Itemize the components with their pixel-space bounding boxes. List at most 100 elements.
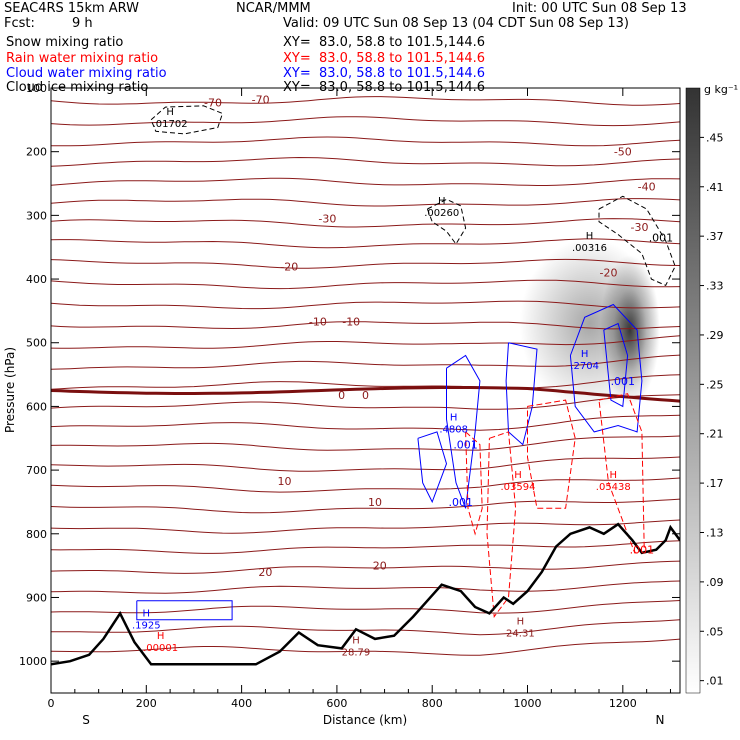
maximum-value: 24.31 (506, 628, 535, 639)
isotherm-line (51, 238, 680, 249)
maximum-marker: H (581, 349, 589, 360)
y-axis-title: Pressure (hPa) (3, 347, 17, 433)
contour-label: 10 (368, 496, 382, 509)
axes: 0 200 400 600 800 1000 12001002003004005006007… (19, 82, 680, 710)
isotherm-line (51, 116, 680, 127)
contour-label: -10 (342, 316, 360, 329)
contour-label: -20 (600, 267, 618, 280)
contour-label: .001 (649, 232, 674, 245)
rain-water-contour (527, 399, 576, 509)
plot-frame (50, 87, 681, 694)
isotherm-line (51, 560, 680, 574)
org-label: NCAR/MMM (236, 1, 311, 16)
colorbar-label: .01 (706, 675, 724, 688)
isotherm-line (51, 96, 680, 106)
maximum-value: .4808 (439, 425, 468, 436)
maximum-marker: H (166, 107, 174, 118)
colorbar-label: .45 (706, 131, 724, 144)
colorbar-label: .25 (706, 378, 724, 391)
isotherm-line (51, 498, 680, 514)
y-tick-label: 500 (26, 337, 47, 350)
forecast-label: Fcst: (4, 16, 35, 31)
maximum-marker: H (514, 470, 522, 481)
x-tick-label: 200 (136, 697, 157, 710)
contour-label: -70 (252, 93, 270, 106)
forecast-hour: 9 h (72, 16, 93, 31)
x-tick-label: 1000 (514, 697, 542, 710)
isotherm-line (51, 156, 680, 167)
isotherm-line (51, 435, 680, 451)
maximum-marker: H (157, 631, 165, 642)
isotherm-line (51, 354, 680, 370)
maximum-marker: H (352, 635, 360, 646)
y-tick-label: 100 (26, 82, 47, 95)
contour-label: 10 (277, 475, 291, 488)
colorbar-ramp (685, 87, 701, 694)
maximum-marker: H (450, 413, 458, 424)
contour-label: .001 (449, 496, 474, 509)
isotherm-line (51, 456, 680, 472)
field-xy-snow: XY= 83.0, 58.8 to 101.5,144.6 (283, 35, 486, 50)
contour-label: 20 (373, 560, 387, 573)
cloud-ice-contour (598, 195, 676, 287)
colorbar-label: .13 (706, 526, 724, 539)
maximum-marker: H (610, 470, 618, 481)
isotherm-line (51, 477, 680, 493)
y-tick-label: 800 (26, 528, 47, 541)
cloud-water-contour (446, 354, 481, 509)
colorbar-label: .29 (706, 329, 724, 342)
field-name-rain: Rain water mixing ratio (6, 51, 159, 66)
colorbar-label: .33 (706, 280, 724, 293)
maximum-value: .00260 (424, 208, 459, 219)
colorbar-unit: g kg⁻¹ (704, 83, 738, 96)
isotherm-line (51, 218, 680, 228)
x-end-label-south: S (82, 713, 90, 727)
y-tick-label: 1000 (19, 655, 47, 668)
isotherm-line (51, 136, 680, 147)
colorbar: g kg⁻¹ .01 .05 .09 .13 .17 .21 .25 .29 .33 .37 .41… (685, 83, 738, 694)
colorbar-label: .41 (706, 181, 724, 194)
y-tick-label: 300 (26, 209, 47, 222)
maximum-marker: H (517, 616, 525, 627)
contour-label: 20 (258, 566, 272, 579)
cloud-water-contour (136, 600, 233, 621)
isotherm-line (51, 414, 680, 431)
maximum-value: .2704 (570, 361, 599, 372)
colorbar-label: .37 (706, 230, 724, 243)
contour-label: -40 (638, 181, 656, 194)
isotherm-line (51, 519, 680, 534)
field-name-cloud-water: Cloud water mixing ratio (6, 66, 167, 81)
isotherm-line (51, 619, 680, 636)
cloud-ice-contour (426, 198, 467, 245)
field-xy-rain: XY= 83.0, 58.8 to 101.5,144.6 (283, 51, 486, 66)
isotherm-line (51, 177, 680, 186)
cloud-ice-contour (150, 105, 224, 135)
maximum-value: 28.79 (342, 647, 371, 658)
isotherm-line (51, 258, 680, 269)
isotherm-line (51, 335, 680, 349)
maximum-value: .01702 (153, 119, 188, 130)
cloud-water-contour (569, 303, 643, 433)
model-title: SEAC4RS 15km ARW (4, 1, 140, 16)
init-time: Init: 00 UTC Sun 08 Sep 13 (512, 1, 687, 16)
x-end-label-north: N (656, 713, 665, 727)
y-tick-label: 400 (26, 273, 47, 286)
field-name-snow: Snow mixing ratio (6, 35, 124, 50)
contour-label: 0 (338, 389, 345, 402)
isotherm-line (51, 638, 680, 656)
contour-label: -10 (309, 316, 327, 329)
contour-label: 0 (362, 389, 369, 402)
y-tick-label: 900 (26, 591, 47, 604)
x-tick-label: 800 (422, 697, 443, 710)
colorbar-label: .21 (706, 428, 724, 441)
colorbar-label: .09 (706, 576, 724, 589)
y-tick-label: 600 (26, 400, 47, 413)
maximum-value: .05438 (596, 482, 631, 493)
isotherm-line (51, 279, 680, 290)
colorbar-label: .05 (706, 625, 724, 638)
maximum-value: .00316 (572, 243, 607, 254)
contour-label: -30 (318, 213, 336, 226)
isotherm-line (51, 540, 680, 554)
isotherm-line (51, 300, 680, 310)
